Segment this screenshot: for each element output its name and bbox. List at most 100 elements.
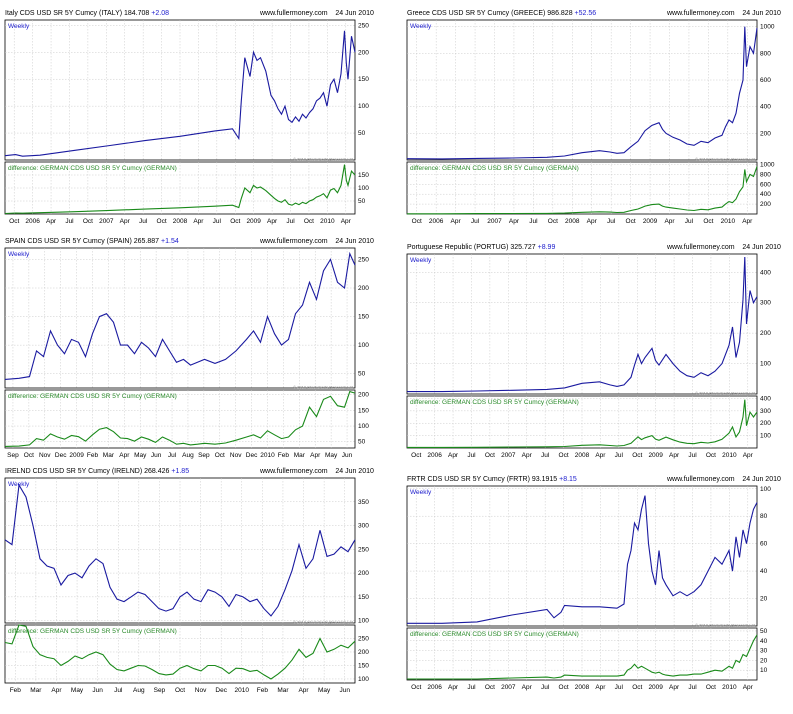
series-line (4, 251, 356, 380)
x-tick-label: 2010 (260, 452, 275, 459)
chart-source: www.fullermoney.com 24 Jun 2010 (260, 238, 374, 245)
ireland-chart-panel: IRELND CDS USD SR 5Y Cumcy (IRELND) 268.… (4, 468, 377, 700)
x-tick-label: May (318, 687, 331, 694)
series-line (4, 390, 356, 447)
series-line (4, 164, 356, 215)
pane-label: difference: GERMAN CDS USD SR 5Y Cumcy (… (8, 393, 177, 400)
y-tick-label: 200 (358, 285, 369, 292)
x-tick-label: May (134, 452, 147, 459)
x-tick-label: 2008 (575, 684, 590, 691)
y-tick-label: 100 (760, 486, 771, 493)
y-tick-label: 200 (358, 49, 369, 56)
chart-svg: 50 100 150 200 250 Weekly 50 100 150 Oct 2006 Apr Ju… (4, 19, 369, 225)
x-tick-label: Jul (607, 218, 616, 225)
y-tick-label: 1000 (760, 24, 775, 31)
copyright-text: © 2010 Stockcharts Research Ltd (695, 623, 755, 628)
x-tick-label: Apr (669, 452, 680, 459)
series-line (407, 399, 758, 448)
y-tick-label: 150 (358, 594, 369, 601)
x-tick-label: 2009 (69, 452, 84, 459)
x-tick-label: Mar (294, 452, 306, 459)
series-line (406, 26, 758, 160)
chart-source: www.fullermoney.com 24 Jun 2010 (667, 244, 781, 251)
copyright-text: © 2010 Stockcharts Research Ltd (293, 157, 353, 162)
x-tick-label: Apr (451, 218, 462, 225)
x-tick-label: Sep (7, 452, 19, 459)
x-tick-label: Sep (198, 452, 210, 459)
x-tick-label: Oct (175, 687, 185, 694)
chart-svg: 200 400 600 800 1000 Weekly 200 400 600 800 1000 Oc… (406, 19, 775, 225)
y-tick-label: 400 (760, 395, 771, 402)
x-tick-label: Oct (632, 452, 642, 459)
x-tick-label: Apr (664, 218, 675, 225)
x-tick-label: Jun (342, 452, 353, 459)
x-tick-label: 2009 (643, 218, 658, 225)
x-tick-label: Apr (341, 218, 352, 225)
y-tick-label: 350 (358, 499, 369, 506)
x-tick-label: Apr (298, 687, 309, 694)
series-line (4, 624, 356, 680)
x-tick-label: Oct (703, 218, 713, 225)
x-tick-label: Oct (83, 218, 93, 225)
x-tick-label: 2006 (25, 218, 40, 225)
y-tick-label: 150 (358, 314, 369, 321)
y-tick-label: 100 (358, 618, 369, 625)
y-tick-label: 600 (760, 77, 771, 84)
x-tick-label: Apr (595, 684, 606, 691)
x-tick-label: Oct (485, 452, 495, 459)
x-tick-label: Oct (548, 218, 558, 225)
x-tick-label: Aug (133, 687, 145, 694)
x-tick-label: Mar (30, 687, 42, 694)
y-tick-label: 40 (760, 568, 768, 575)
x-tick-label: Oct (632, 684, 642, 691)
y-tick-label: 250 (358, 22, 369, 29)
y-tick-label: 20 (760, 657, 768, 664)
series-line (407, 256, 758, 393)
series-line (407, 495, 758, 624)
y-tick-label: 50 (358, 371, 366, 378)
y-tick-label: 800 (760, 50, 771, 57)
y-tick-label: 250 (358, 635, 369, 642)
y-tick-label: 200 (358, 392, 369, 399)
chart-source: www.fullermoney.com 24 Jun 2010 (667, 10, 781, 17)
series-line (407, 166, 758, 215)
x-tick-label: Jul (168, 452, 177, 459)
x-tick-label: Apr (46, 218, 57, 225)
y-tick-label: 250 (358, 546, 369, 553)
x-tick-label: Apr (193, 218, 204, 225)
x-tick-label: Sep (154, 687, 166, 694)
x-tick-label: Oct (559, 684, 569, 691)
x-tick-label: 2010 (722, 684, 737, 691)
x-tick-label: Mar (277, 687, 289, 694)
x-tick-label: Nov (230, 452, 242, 459)
y-tick-label: 400 (760, 104, 771, 111)
pane-label: Weekly (410, 257, 432, 264)
x-tick-label: 2007 (501, 452, 516, 459)
x-tick-label: Dec (55, 452, 67, 459)
copyright-text: © 2010 Stockcharts Research Ltd (695, 391, 755, 396)
x-tick-label: Oct (485, 684, 495, 691)
x-tick-label: 2008 (575, 452, 590, 459)
chart-title: Italy CDS USD SR 5Y Cumcy (ITALY) 184.70… (5, 10, 169, 17)
chart-title: Greece CDS USD SR 5Y Cumcy (GREECE) 986.… (407, 10, 597, 17)
x-tick-label: Oct (626, 218, 636, 225)
copyright-text: © 2010 Stockcharts Research Ltd (293, 385, 353, 390)
x-tick-label: Oct (215, 452, 225, 459)
y-tick-label: 200 (760, 201, 771, 208)
chart-source: www.fullermoney.com 24 Jun 2010 (667, 476, 781, 483)
plot-frame (4, 247, 356, 389)
x-tick-label: 2009 (648, 684, 663, 691)
x-tick-label: 2006 (427, 684, 442, 691)
x-tick-label: Apr (120, 218, 131, 225)
series-line (407, 634, 758, 680)
y-tick-label: 400 (760, 269, 771, 276)
y-tick-label: 50 (760, 628, 768, 635)
y-tick-label: 100 (358, 185, 369, 192)
chart-title: Portuguese Republic (PORTUG) 325.727 +8.… (407, 244, 556, 251)
x-tick-label: Nov (39, 452, 51, 459)
y-tick-label: 150 (358, 76, 369, 83)
y-tick-label: 100 (358, 103, 369, 110)
x-tick-label: 2007 (501, 684, 516, 691)
x-tick-label: Dec (215, 687, 227, 694)
x-tick-label: Apr (448, 452, 459, 459)
